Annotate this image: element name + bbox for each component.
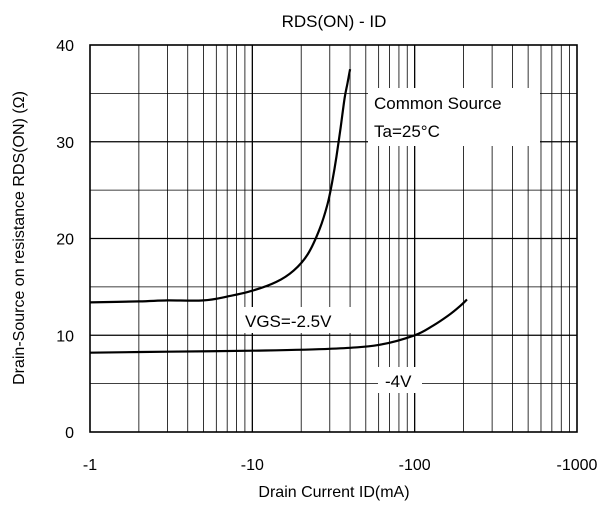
plot-frame <box>89 44 578 433</box>
annotation-temperature: Ta=25°C <box>374 122 440 141</box>
series-line-2 <box>89 298 468 354</box>
x-axis-label: Drain Current ID(mA) <box>258 484 409 501</box>
series-lines <box>89 68 468 354</box>
y-tick-label: 30 <box>56 135 74 152</box>
y-tick-labels: 0 10 20 30 40 <box>56 38 74 442</box>
x-tick-label: -1000 <box>557 457 598 474</box>
series-line-1 <box>89 68 352 304</box>
x-tick-label: -10 <box>241 457 264 474</box>
y-tick-label: 40 <box>56 38 74 55</box>
annotation-box <box>368 88 540 146</box>
y-tick-label: 0 <box>65 425 74 442</box>
series-label-vgs-4: -4V <box>385 372 412 391</box>
y-tick-label: 20 <box>56 232 74 249</box>
y-tick-label: 10 <box>56 328 74 345</box>
x-tick-label: -100 <box>399 457 431 474</box>
x-tick-labels: -1 -10 -100 -1000 <box>83 457 598 474</box>
series-label-box-1 <box>238 307 360 333</box>
y-axis-label: Drain-Source on resistance RDS(ON) (Ω) <box>11 91 28 385</box>
chart-title: RDS(ON) - ID <box>282 12 387 31</box>
annotation-common-source: Common Source <box>374 94 502 113</box>
series-label-vgs-2-5: VGS=-2.5V <box>245 312 332 331</box>
series-label-box-2 <box>378 367 422 393</box>
x-tick-label: -1 <box>83 457 97 474</box>
